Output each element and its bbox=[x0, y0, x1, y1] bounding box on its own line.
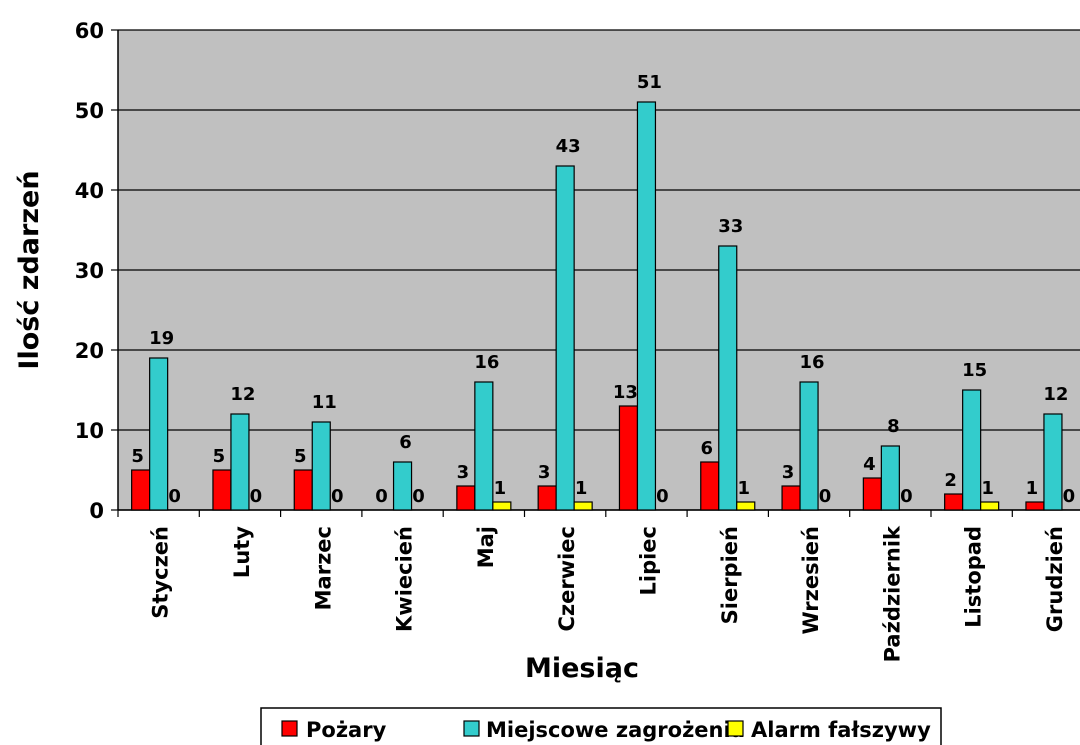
bar-3 bbox=[980, 501, 1000, 511]
data-label: 12 bbox=[1043, 384, 1068, 405]
y-tick-label: 0 bbox=[89, 499, 104, 523]
bar-1 bbox=[1025, 501, 1045, 511]
data-label: 1 bbox=[1026, 478, 1039, 499]
data-label: 3 bbox=[457, 462, 470, 483]
y-tick-label: 30 bbox=[75, 259, 104, 283]
data-label: 5 bbox=[294, 446, 307, 467]
bar-2 bbox=[474, 381, 494, 511]
legend-label: Miejscowe zagrożenia bbox=[486, 718, 745, 742]
bar-3 bbox=[492, 501, 512, 511]
data-label: 12 bbox=[230, 384, 255, 405]
bar-2 bbox=[230, 413, 250, 511]
x-tick-label: Grudzień bbox=[1043, 526, 1067, 632]
data-label: 5 bbox=[131, 446, 144, 467]
data-label: 0 bbox=[168, 486, 181, 507]
bar-2 bbox=[392, 461, 413, 511]
data-label: 43 bbox=[556, 136, 581, 157]
data-label: 19 bbox=[149, 328, 174, 349]
data-label: 0 bbox=[1063, 486, 1076, 507]
data-label: 16 bbox=[474, 352, 499, 373]
data-label: 6 bbox=[399, 432, 412, 453]
bar-1 bbox=[293, 469, 313, 511]
legend-swatch bbox=[281, 720, 298, 737]
y-tick-label: 10 bbox=[75, 419, 104, 443]
bar-1 bbox=[618, 405, 639, 511]
x-tick-label: Lipiec bbox=[636, 526, 660, 596]
x-tick-label: Wrzesień bbox=[799, 526, 823, 635]
x-tick-label: Sierpień bbox=[718, 526, 742, 624]
data-label: 5 bbox=[213, 446, 226, 467]
bar-1 bbox=[131, 469, 151, 511]
data-label: 8 bbox=[887, 416, 900, 437]
x-tick-label: Listopad bbox=[962, 526, 986, 628]
bar-2 bbox=[149, 357, 169, 511]
bar-3 bbox=[573, 501, 593, 511]
data-label: 0 bbox=[331, 486, 344, 507]
bar-1 bbox=[537, 485, 557, 511]
data-label: 1 bbox=[981, 478, 994, 499]
legend-box bbox=[260, 707, 942, 745]
bar-3 bbox=[736, 501, 756, 511]
y-tick-label: 40 bbox=[75, 179, 104, 203]
data-label: 16 bbox=[800, 352, 825, 373]
legend-label: Pożary bbox=[306, 718, 387, 742]
y-tick-label: 60 bbox=[75, 19, 104, 43]
x-tick-label: Czerwiec bbox=[555, 526, 579, 632]
x-tick-label: Marzec bbox=[311, 526, 335, 610]
bar-2 bbox=[555, 165, 575, 511]
data-label: 33 bbox=[718, 216, 743, 237]
y-tick-label: 50 bbox=[75, 99, 104, 123]
legend-swatch bbox=[463, 720, 480, 737]
data-label: 0 bbox=[412, 486, 425, 507]
bar-1 bbox=[862, 477, 882, 511]
bar-2 bbox=[799, 381, 819, 511]
data-label: 11 bbox=[312, 392, 337, 413]
bar-2 bbox=[636, 101, 657, 511]
y-tick-label: 20 bbox=[75, 339, 104, 363]
data-label: 2 bbox=[944, 470, 957, 491]
data-label: 13 bbox=[613, 382, 638, 403]
x-tick-label: Kwiecień bbox=[393, 526, 417, 632]
x-tick-label: Październik bbox=[880, 525, 904, 662]
y-axis-title: Ilość zdarzeń bbox=[14, 170, 45, 369]
x-tick-label: Luty bbox=[230, 526, 254, 578]
data-label: 3 bbox=[538, 462, 551, 483]
bar-1 bbox=[944, 493, 964, 511]
legend-swatch bbox=[727, 720, 744, 737]
x-tick-label: Styczeń bbox=[149, 526, 173, 619]
data-label: 0 bbox=[819, 486, 832, 507]
data-label: 1 bbox=[575, 478, 588, 499]
data-label: 1 bbox=[737, 478, 750, 499]
data-label: 0 bbox=[656, 486, 669, 507]
data-label: 6 bbox=[700, 438, 713, 459]
bar-2 bbox=[311, 421, 331, 511]
bar-2 bbox=[962, 389, 982, 511]
data-label: 4 bbox=[863, 454, 876, 475]
bar-1 bbox=[700, 461, 720, 511]
bar-2 bbox=[880, 445, 900, 511]
data-label: 15 bbox=[962, 360, 987, 381]
data-label: 51 bbox=[637, 72, 662, 93]
bar-2 bbox=[718, 245, 738, 511]
data-label: 0 bbox=[250, 486, 263, 507]
bar-1 bbox=[456, 485, 476, 511]
x-axis-title: Miesiąc bbox=[525, 653, 639, 684]
legend-label: Alarm fałszywy bbox=[751, 718, 931, 742]
data-label: 3 bbox=[782, 462, 795, 483]
data-label: 1 bbox=[494, 478, 507, 499]
x-tick-label: Maj bbox=[474, 526, 498, 568]
data-label: 0 bbox=[375, 486, 388, 507]
bar-2 bbox=[1043, 413, 1063, 511]
bar-1 bbox=[781, 485, 801, 511]
data-label: 0 bbox=[900, 486, 913, 507]
bar-1 bbox=[212, 469, 232, 511]
